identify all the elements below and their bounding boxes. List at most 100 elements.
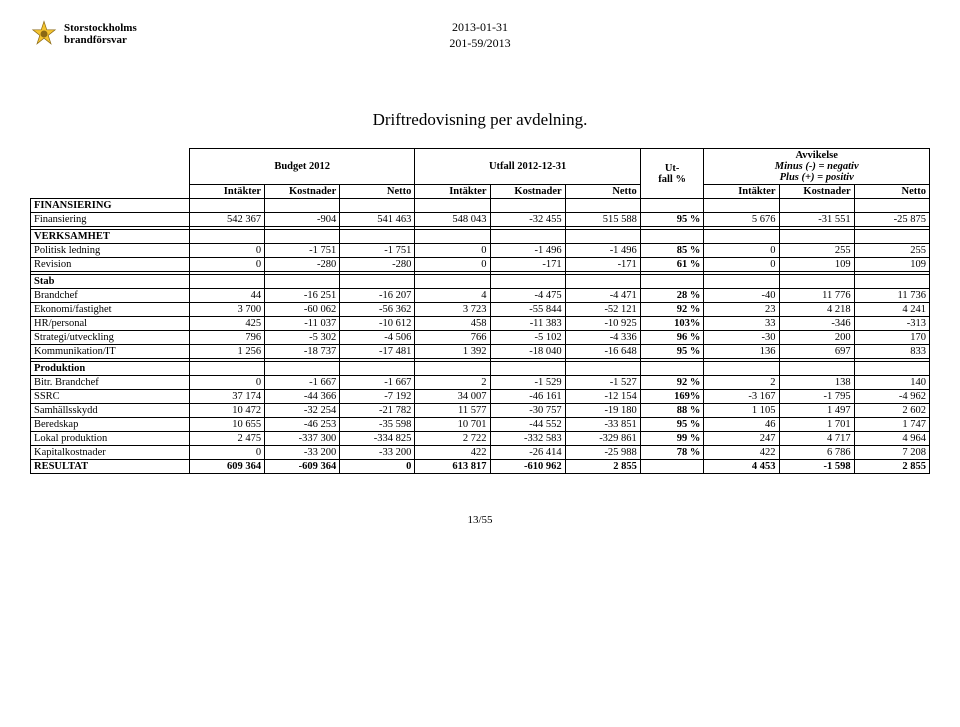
- result-cell: 613 817: [415, 460, 490, 474]
- doc-ref: 201-59/2013: [449, 36, 510, 52]
- cell: -26 414: [490, 446, 565, 460]
- cell: 44: [189, 289, 264, 303]
- cell: 1 105: [704, 404, 779, 418]
- brand-block: Storstockholms brandförsvar: [30, 20, 137, 48]
- row-label: Kommunikation/IT: [31, 345, 190, 359]
- cell: 1 497: [779, 404, 854, 418]
- cell: -1 527: [565, 376, 640, 390]
- cell: -11 383: [490, 317, 565, 331]
- cell: -19 180: [565, 404, 640, 418]
- table-row: Kommunikation/IT1 256-18 737-17 4811 392…: [31, 345, 930, 359]
- section-title-row: Stab: [31, 275, 930, 289]
- cell: 140: [854, 376, 929, 390]
- cell: 255: [854, 244, 929, 258]
- cell: -171: [565, 258, 640, 272]
- cell: -334 825: [340, 432, 415, 446]
- cell: -346: [779, 317, 854, 331]
- cell: 0: [704, 258, 779, 272]
- cell: 95 %: [640, 213, 704, 227]
- cell: -904: [265, 213, 340, 227]
- cell: 2: [704, 376, 779, 390]
- cell: -5 102: [490, 331, 565, 345]
- result-cell: 2 855: [565, 460, 640, 474]
- table-row: Revision0-280-2800-171-17161 %0109109: [31, 258, 930, 272]
- cell: 247: [704, 432, 779, 446]
- cell: -33 200: [340, 446, 415, 460]
- hdr-budget: Budget 2012: [189, 149, 414, 185]
- cell: -4 336: [565, 331, 640, 345]
- cell: -30: [704, 331, 779, 345]
- cell: 1 256: [189, 345, 264, 359]
- cell: -31 551: [779, 213, 854, 227]
- cell: 422: [415, 446, 490, 460]
- cell: -10 925: [565, 317, 640, 331]
- cell: -1 496: [565, 244, 640, 258]
- cell: -171: [490, 258, 565, 272]
- row-label: Bitr. Brandchef: [31, 376, 190, 390]
- cell: -7 192: [340, 390, 415, 404]
- cell: 0: [189, 446, 264, 460]
- brand-line2: brandförsvar: [64, 34, 137, 46]
- result-cell: -610 962: [490, 460, 565, 474]
- result-cell: [640, 460, 704, 474]
- cell: 10 701: [415, 418, 490, 432]
- cell: -46 161: [490, 390, 565, 404]
- table-row: Kapitalkostnader0-33 200-33 200422-26 41…: [31, 446, 930, 460]
- cell: -44 552: [490, 418, 565, 432]
- row-label: Finansiering: [31, 213, 190, 227]
- result-cell: 4 453: [704, 460, 779, 474]
- cell: 23: [704, 303, 779, 317]
- result-cell: 2 855: [854, 460, 929, 474]
- row-label: SSRC: [31, 390, 190, 404]
- cell: -21 782: [340, 404, 415, 418]
- row-label: Revision: [31, 258, 190, 272]
- cell: -16 648: [565, 345, 640, 359]
- table-row: Brandchef44-16 251-16 2074-4 475-4 47128…: [31, 289, 930, 303]
- cell: -40: [704, 289, 779, 303]
- cell: -32 455: [490, 213, 565, 227]
- cell: -4 962: [854, 390, 929, 404]
- row-label: Lokal produktion: [31, 432, 190, 446]
- cell: -337 300: [265, 432, 340, 446]
- cell: 10 655: [189, 418, 264, 432]
- cell: -16 207: [340, 289, 415, 303]
- cell: -25 875: [854, 213, 929, 227]
- cell: -329 861: [565, 432, 640, 446]
- cell: 0: [415, 244, 490, 258]
- cell: 796: [189, 331, 264, 345]
- cell: 425: [189, 317, 264, 331]
- section-title: Stab: [31, 275, 190, 289]
- cell: 33: [704, 317, 779, 331]
- cell: -52 121: [565, 303, 640, 317]
- cell: -1 496: [490, 244, 565, 258]
- result-cell: 0: [340, 460, 415, 474]
- doc-date: 2013-01-31: [449, 20, 510, 36]
- cell: 92 %: [640, 303, 704, 317]
- section-title: VERKSAMHET: [31, 230, 190, 244]
- brand-line1: Storstockholms: [64, 22, 137, 34]
- cell: 61 %: [640, 258, 704, 272]
- result-label: RESULTAT: [31, 460, 190, 474]
- row-label: Ekonomi/fastighet: [31, 303, 190, 317]
- cell: 103%: [640, 317, 704, 331]
- cell: -11 037: [265, 317, 340, 331]
- cell: 4 241: [854, 303, 929, 317]
- cell: 1 747: [854, 418, 929, 432]
- header-row-subs: IntäkterKostnaderNettoIntäkterKostnaderN…: [31, 185, 930, 199]
- cell: -12 154: [565, 390, 640, 404]
- cell: -46 253: [265, 418, 340, 432]
- table-row: Strategi/utveckling796-5 302-4 506766-5 …: [31, 331, 930, 345]
- cell: -332 583: [490, 432, 565, 446]
- cell: 11 776: [779, 289, 854, 303]
- row-label: Samhällsskydd: [31, 404, 190, 418]
- cell: 697: [779, 345, 854, 359]
- cell: -44 366: [265, 390, 340, 404]
- cell: -5 302: [265, 331, 340, 345]
- cell: 541 463: [340, 213, 415, 227]
- cell: 4 964: [854, 432, 929, 446]
- cell: -18 737: [265, 345, 340, 359]
- cell: 34 007: [415, 390, 490, 404]
- result-cell: 609 364: [189, 460, 264, 474]
- table-row: Finansiering542 367-904541 463548 043-32…: [31, 213, 930, 227]
- cell: -4 506: [340, 331, 415, 345]
